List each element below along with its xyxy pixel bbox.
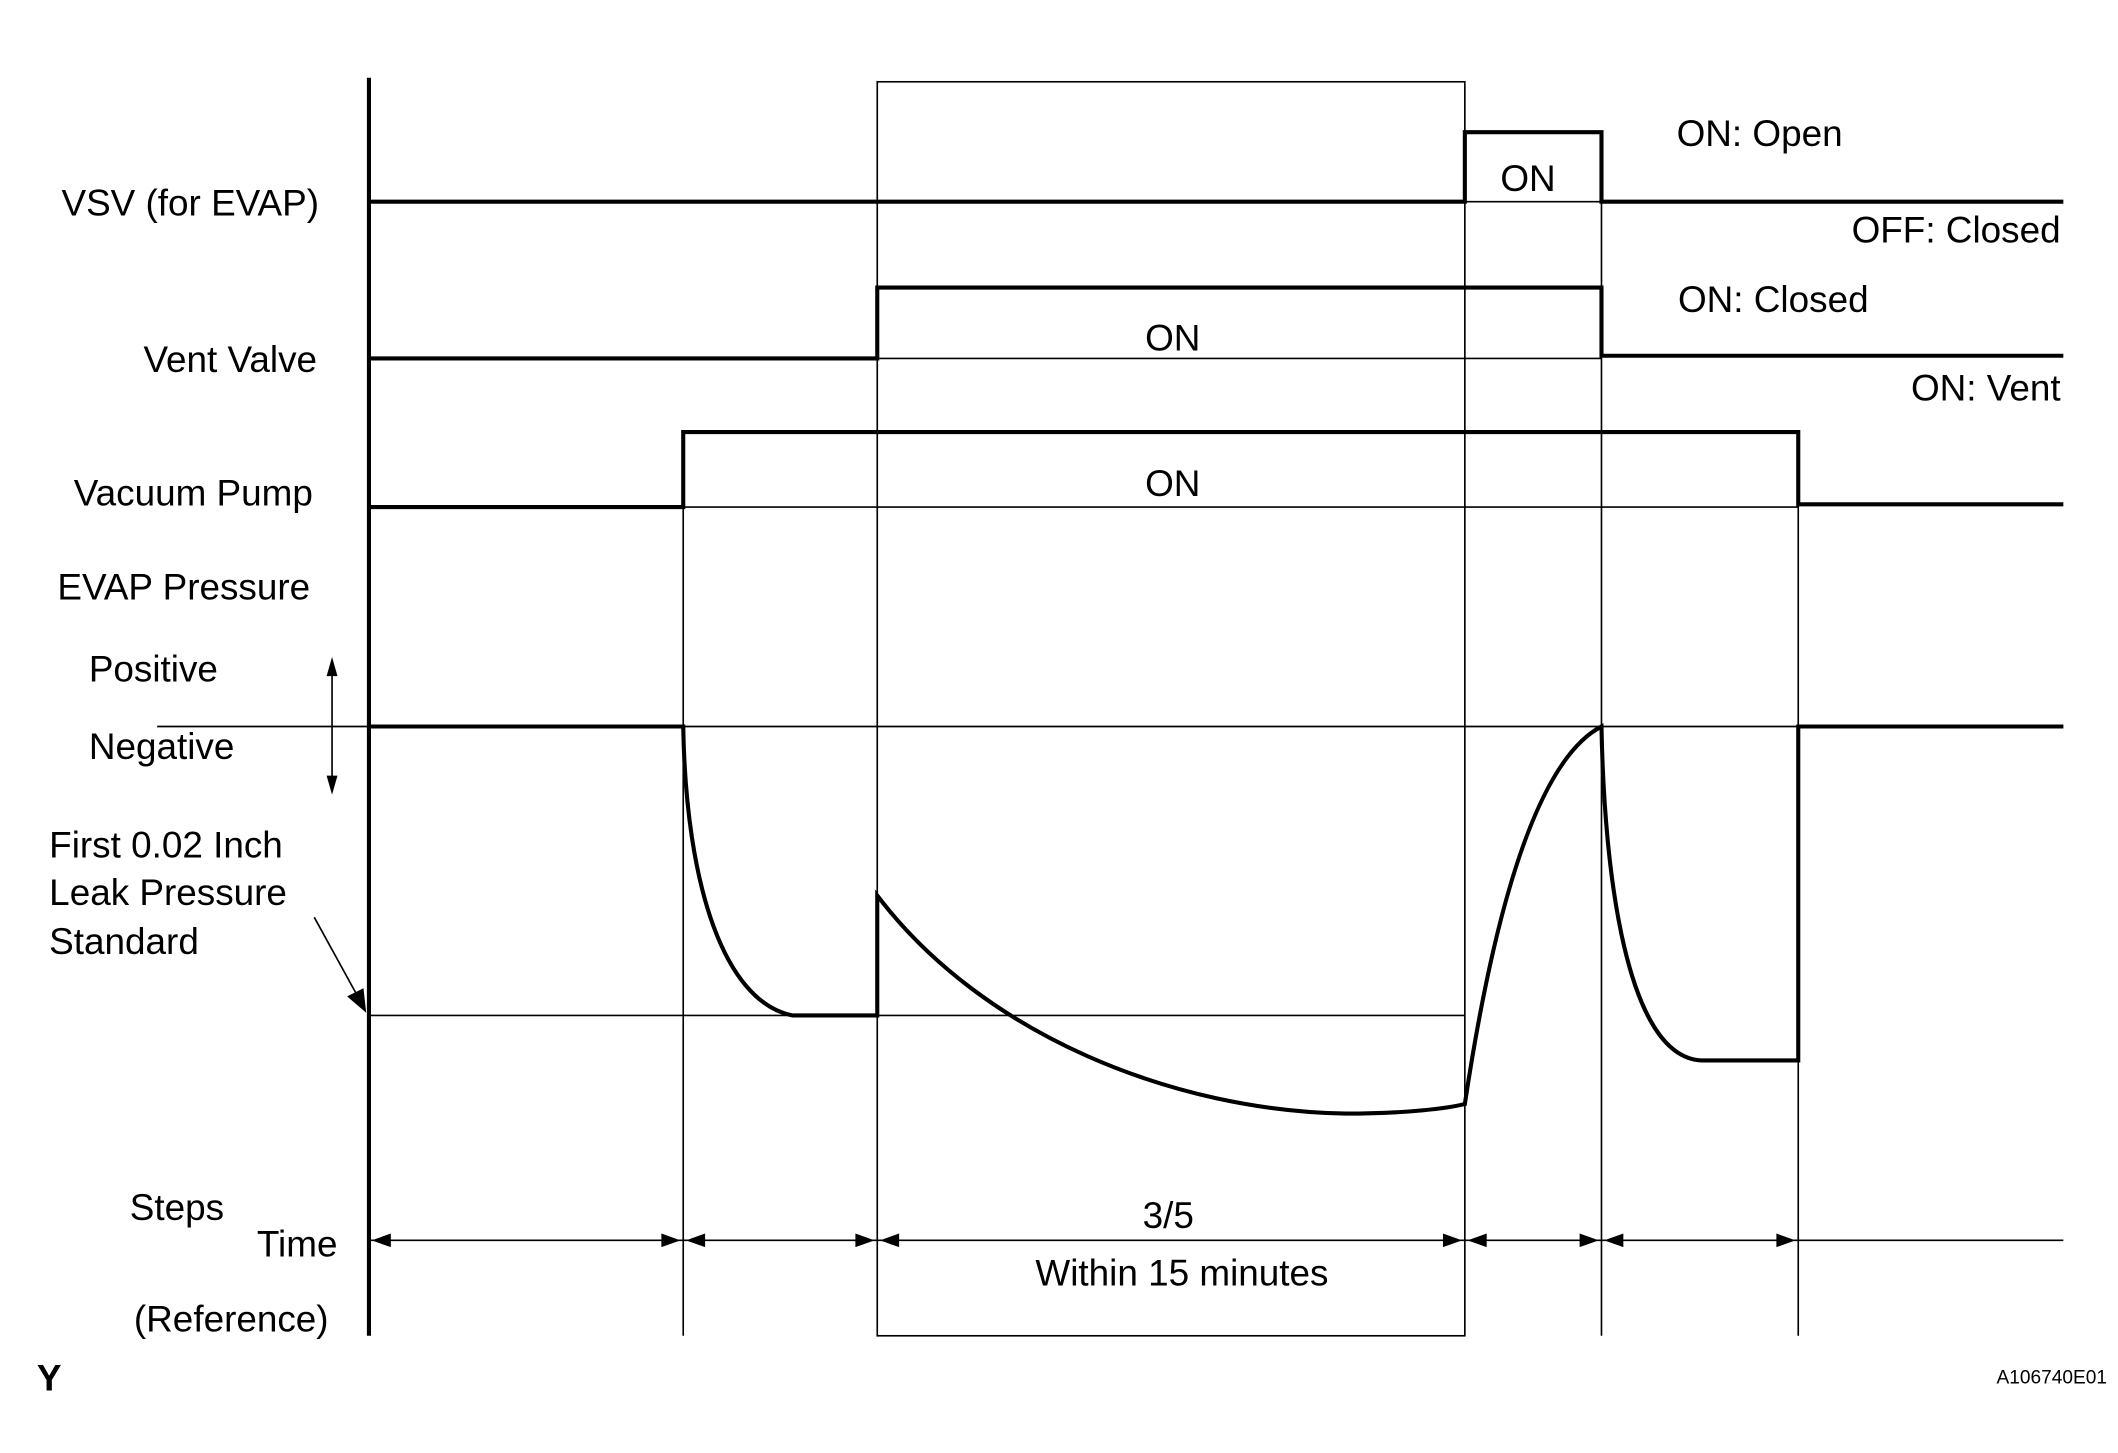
- footer-mark: Y: [37, 1357, 62, 1398]
- vent-valve-label: Vent Valve: [143, 339, 317, 380]
- duration-label: Within 15 minutes: [1035, 1252, 1328, 1293]
- vent-valve-signal: [368, 285, 2064, 361]
- steps-label: Steps: [130, 1187, 224, 1228]
- figure-id: A106740E01: [1996, 1368, 2107, 1389]
- vsv-on-label: ON: [1500, 158, 1555, 199]
- vsv-state-closed: OFF: Closed: [1852, 210, 2061, 251]
- time-label: Time: [257, 1224, 338, 1265]
- time-arrowheads-icon: [371, 1233, 1796, 1248]
- negative-label: Negative: [89, 726, 235, 767]
- evap-pressure-curve: [368, 723, 2064, 1116]
- positive-label: Positive: [89, 649, 218, 690]
- standard-label-1: First 0.02 Inch: [49, 824, 283, 865]
- vsv-label: VSV (for EVAP): [61, 182, 319, 223]
- step-label: 3/5: [1143, 1195, 1194, 1236]
- vsv-signal: [368, 130, 2064, 204]
- reference-label: (Reference): [134, 1299, 329, 1340]
- evap-pressure-label: EVAP Pressure: [57, 567, 310, 608]
- vent-state-vent: ON: Vent: [1911, 368, 2061, 409]
- vsv-state-open: ON: Open: [1677, 113, 1843, 154]
- step-3-5-box: [876, 80, 1466, 1337]
- vacuum-pump-label: Vacuum Pump: [74, 473, 313, 514]
- standard-label-3: Standard: [49, 921, 199, 962]
- vent-state-closed: ON: Closed: [1678, 279, 1869, 320]
- vacuum-pump-signal: [368, 430, 2064, 510]
- standard-label-2: Leak Pressure: [49, 872, 287, 913]
- vacuum-pump-on-label: ON: [1145, 463, 1200, 504]
- standard-pointer-arrow-icon: [313, 916, 367, 1013]
- vent-valve-on-label: ON: [1145, 317, 1200, 358]
